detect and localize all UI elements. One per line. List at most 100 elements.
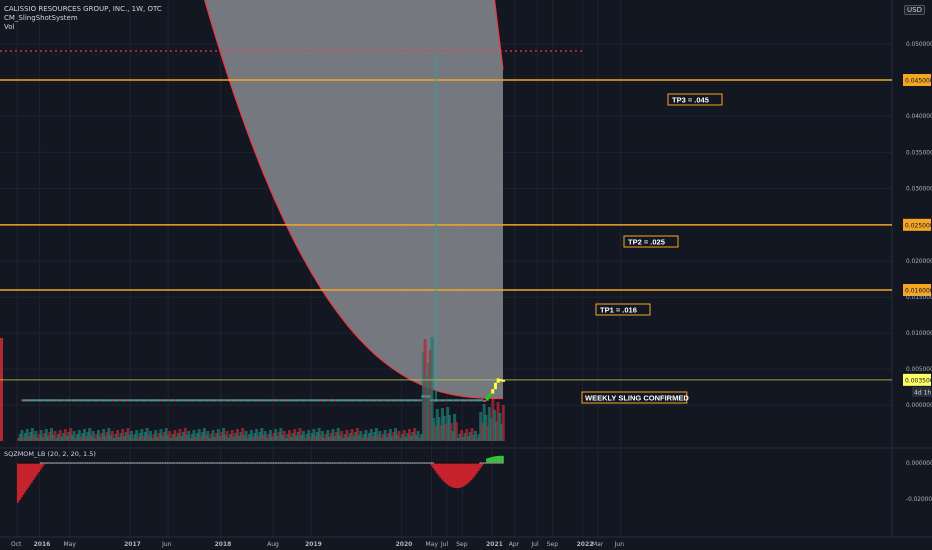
squeeze-dot <box>203 462 205 464</box>
volume-bar <box>103 436 107 441</box>
squeeze-dot <box>97 462 99 464</box>
volume-bar <box>308 437 312 441</box>
squeeze-dot <box>136 462 139 464</box>
squeeze-dot <box>157 462 160 464</box>
volume-bar <box>343 434 347 441</box>
candle <box>238 399 242 402</box>
squeeze-dot <box>479 462 482 464</box>
squeeze-dot <box>470 462 473 464</box>
volume-bar <box>147 435 151 441</box>
squeeze-dot <box>48 462 51 464</box>
squeeze-dot <box>170 462 172 464</box>
currency-badge[interactable]: USD <box>904 5 925 15</box>
candle <box>155 399 158 402</box>
squeeze-dot <box>53 462 56 464</box>
squeeze-dot <box>354 462 356 464</box>
candle <box>436 399 440 402</box>
candle <box>157 399 160 402</box>
symbol-title[interactable]: CALISSIO RESOURCES GROUP, INC., 1W, OTC <box>4 5 162 13</box>
candle <box>172 399 176 402</box>
indicator-slingshot-label[interactable]: CM_SlingShotSystem <box>4 14 78 22</box>
squeeze-dot <box>461 462 464 464</box>
candle <box>473 399 476 402</box>
squeeze-dot <box>430 462 433 464</box>
squeeze-dot <box>409 462 412 464</box>
volume-bar <box>494 421 498 441</box>
squeeze-dot <box>64 462 66 464</box>
squeeze-dot <box>498 462 501 464</box>
volume-bar <box>149 431 153 441</box>
squeeze-dot <box>427 462 429 464</box>
squeeze-dot <box>421 462 424 464</box>
candle <box>493 382 497 390</box>
squeeze-dot <box>352 462 355 464</box>
volume-bar <box>162 432 166 441</box>
squeeze-dot <box>37 462 40 464</box>
squeeze-dot <box>423 462 426 464</box>
volume-bar <box>91 431 95 441</box>
squeeze-dot <box>444 462 447 464</box>
squeeze-dot <box>130 462 132 464</box>
squeeze-dot <box>112 462 115 464</box>
squeeze-dot <box>119 462 122 464</box>
candle <box>389 399 393 402</box>
candle <box>448 399 452 402</box>
volume-bar <box>354 432 358 441</box>
volume-bar <box>321 431 325 441</box>
squeeze-dot <box>439 462 442 464</box>
squeeze-dot <box>105 462 108 464</box>
osc-bar <box>486 458 489 463</box>
squeeze-dot <box>124 462 127 464</box>
squeeze-dot <box>185 462 188 464</box>
candle <box>471 399 475 402</box>
squeeze-dot <box>255 462 257 464</box>
osc-bar <box>434 463 437 471</box>
squeeze-dot <box>222 462 224 464</box>
target-levels[interactable]: TP3 = .045 TP2 = .025 TP1 = .016 <box>0 50 892 381</box>
volume-bar <box>145 428 149 441</box>
squeeze-dot <box>91 462 94 464</box>
squeeze-dot <box>357 462 360 464</box>
time-axis[interactable]: Oct 2016 May 2017 Jun 2018 Aug 2019 2020 May Jul Se… <box>11 541 624 548</box>
volume-bar <box>122 436 126 441</box>
candle <box>103 399 106 402</box>
candle <box>461 399 464 402</box>
annotations[interactable]: WEEKLY SLING CONFIRMED <box>581 391 689 404</box>
volume-bar <box>341 438 345 441</box>
squeeze-dot <box>394 462 396 464</box>
squeeze-dot <box>437 462 440 464</box>
volume-bar <box>472 435 476 441</box>
osc-bar <box>500 455 503 463</box>
volume-bar <box>248 434 252 441</box>
volume-bar <box>376 435 380 441</box>
candle <box>73 399 77 402</box>
candle <box>315 399 318 402</box>
osc-bar <box>465 463 468 485</box>
squeeze-dot <box>493 462 496 464</box>
candle <box>431 399 435 402</box>
candle <box>94 399 98 402</box>
candle <box>412 399 415 402</box>
squeeze-dot <box>223 462 226 464</box>
candle <box>30 399 33 402</box>
osc-bar <box>32 463 35 480</box>
price-axis[interactable]: 0.045000 0.025000 0.016000 0.003500 4d 1h 0.0… <box>903 6 932 409</box>
candle <box>191 399 195 402</box>
volume-bar <box>220 432 224 441</box>
candle <box>231 399 235 402</box>
x-tick-label: May <box>425 541 438 548</box>
candle <box>141 399 144 402</box>
candle <box>290 399 294 402</box>
candle <box>421 395 424 398</box>
candle <box>162 399 165 402</box>
volume-bar <box>288 430 292 441</box>
squeeze-dot <box>51 462 54 464</box>
volume-bar <box>27 436 31 441</box>
indicator-volume-label[interactable]: Vol <box>4 23 15 31</box>
candle <box>410 399 414 402</box>
candle <box>424 395 428 398</box>
osc-bar <box>479 463 482 469</box>
bar-countdown-tag <box>912 386 931 397</box>
volume-bar <box>479 412 483 441</box>
